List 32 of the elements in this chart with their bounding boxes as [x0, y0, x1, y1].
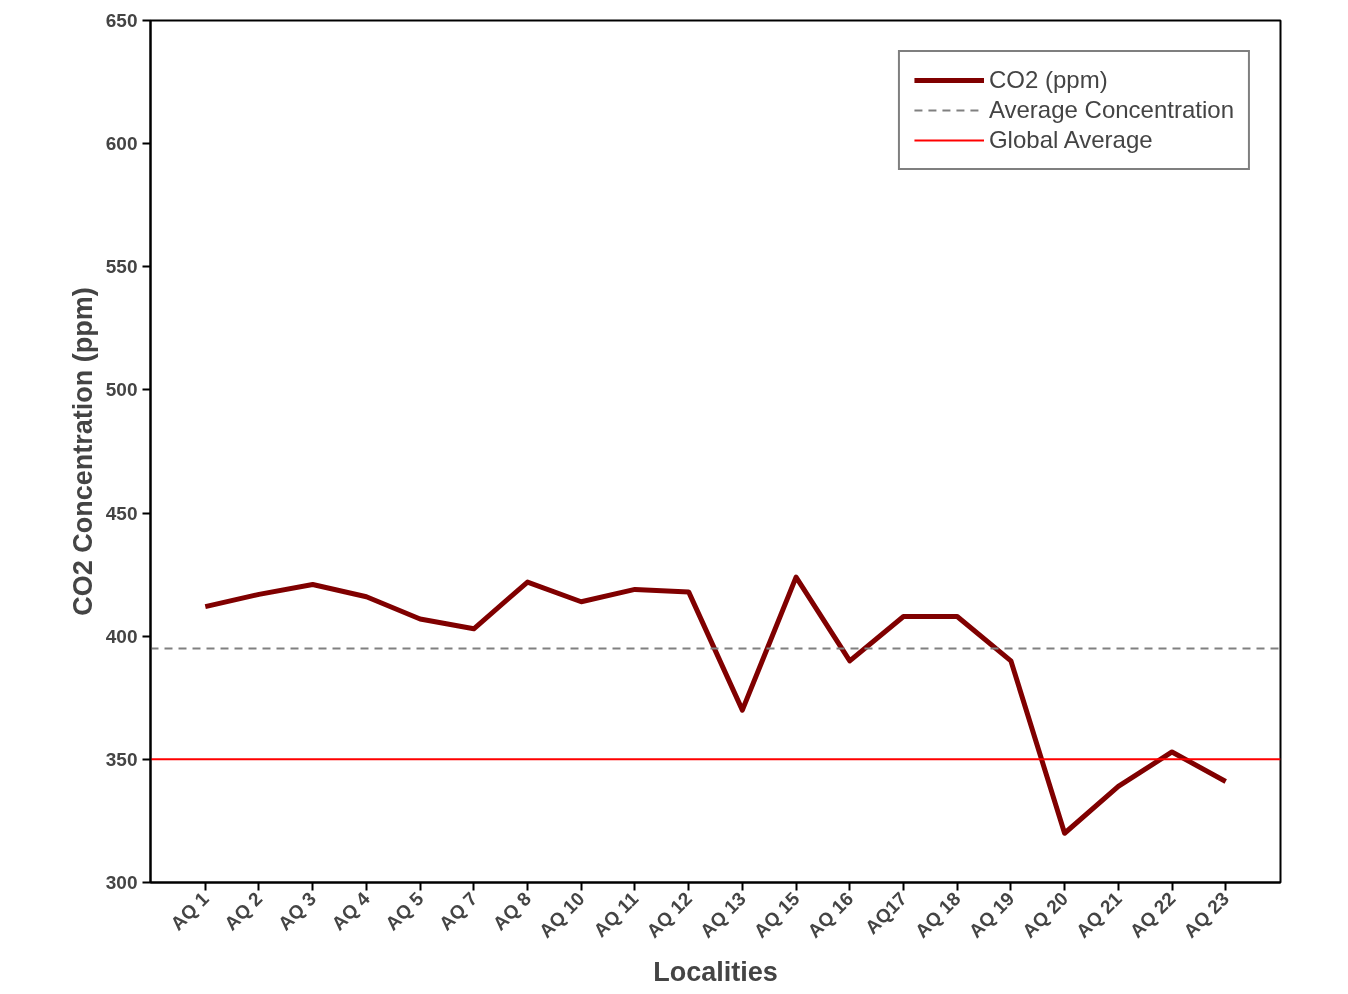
y-tick-label: 450: [105, 502, 138, 524]
x-axis-title: Localities: [653, 957, 778, 988]
legend-label: Global Average: [988, 126, 1153, 154]
x-tick-label: AQ 10: [534, 888, 589, 942]
y-tick-label: 300: [105, 872, 138, 893]
x-tick-label: AQ 19: [964, 888, 1019, 942]
y-axis-title: CO2 Concentration (ppm): [67, 287, 98, 616]
x-tick-label: AQ 7: [435, 888, 482, 935]
x-tick-label: AQ 5: [381, 887, 428, 935]
x-tick-label: AQ 20: [1018, 888, 1073, 942]
x-tick-label: AQ 11: [589, 887, 643, 941]
x-tick-label: AQ 4: [327, 887, 375, 935]
y-tick-label: 650: [105, 10, 138, 31]
x-tick-label: AQ 22: [1125, 888, 1180, 942]
x-tick-label: AQ 1: [166, 887, 214, 935]
x-tick-label: AQ 13: [696, 888, 750, 942]
y-tick-label: 400: [105, 625, 138, 647]
legend-label: CO2 (ppm): [988, 66, 1108, 94]
y-tick-label: 600: [105, 133, 138, 155]
x-tick-label: AQ 23: [1179, 888, 1234, 942]
x-tick-label: AQ 16: [803, 888, 858, 942]
x-tick-label: AQ 8: [488, 888, 535, 935]
y-tick-label: 550: [105, 256, 138, 278]
legend-label: Average Concentration: [988, 96, 1234, 124]
y-tick-label: 350: [105, 748, 138, 770]
y-tick-label: 500: [105, 379, 138, 401]
x-tick-label: AQ 21: [1072, 887, 1127, 942]
x-tick-label: AQ 3: [273, 888, 321, 935]
x-tick-label: AQ 15: [749, 887, 804, 942]
x-tick-label: AQ 12: [642, 888, 697, 942]
x-tick-label: AQ 18: [910, 888, 965, 942]
x-tick-label: AQ 2: [220, 888, 267, 935]
